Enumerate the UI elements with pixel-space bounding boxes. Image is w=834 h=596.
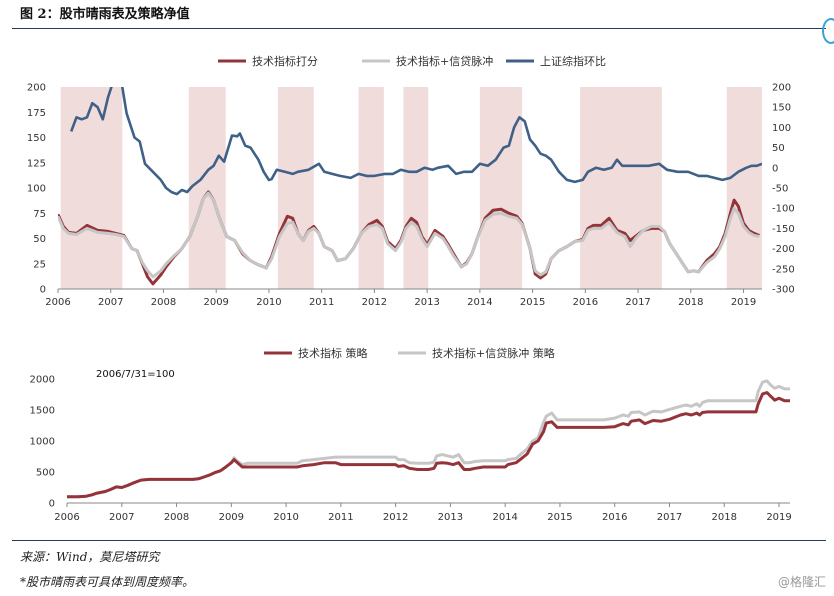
bottom-chart-axes: 0 500 1000 1500 2000 2006 2007 2008 2009 2010 2011… — [30, 369, 792, 523]
top-x-tick-2019: 2019 — [731, 297, 756, 308]
top-series-line-1 — [58, 191, 760, 279]
bottom-x-tick-2013: 2013 — [438, 512, 463, 523]
shaded-period-0 — [60, 87, 123, 289]
top-right-tick-100: 100 — [772, 123, 791, 134]
top-left-tick-125: 125 — [27, 158, 46, 169]
bottom-x-tick-2018: 2018 — [712, 512, 737, 523]
top-series-line-2 — [69, 87, 762, 196]
bottom-chart-legend: 技术指标 策略 技术指标+信贷脉冲 策略 — [264, 346, 555, 360]
top-x-tick-2017: 2017 — [625, 297, 650, 308]
shaded-period-1 — [188, 87, 226, 289]
bottom-y-tick-0: 0 — [49, 499, 55, 510]
top-left-tick-75: 75 — [33, 209, 46, 220]
shaded-period-6 — [580, 87, 662, 289]
top-left-tick-0: 0 — [40, 285, 46, 296]
bottom-series-line-0 — [67, 391, 790, 499]
top-legend-label-1: 技术指标+信贷脉冲 — [396, 54, 493, 68]
top-x-tick-2010: 2010 — [256, 297, 281, 308]
top-right-tick-50: 50 — [772, 143, 785, 154]
charts-canvas: 0 25 50 75 100 125 150 175 200 -300 -250 -200 -150 -1… — [27, 54, 795, 523]
top-left-tick-50: 50 — [33, 234, 46, 245]
top-right-tick--150: -150 — [772, 224, 795, 235]
top-right-tick--250: -250 — [772, 264, 795, 275]
bottom-x-tick-2014: 2014 — [492, 512, 517, 523]
top-x-tick-2015: 2015 — [520, 297, 545, 308]
top-left-tick-100: 100 — [27, 184, 46, 195]
shaded-period-4 — [403, 87, 429, 289]
base-date-annotation: 2006/7/31=100 — [96, 369, 175, 380]
figure-title: 图 2：股市晴雨表及策略净值 — [20, 7, 190, 22]
top-chart-series — [58, 87, 762, 286]
top-right-tick--200: -200 — [772, 244, 795, 255]
bottom-legend-label-0: 技术指标 策略 — [298, 346, 368, 360]
top-x-tick-2018: 2018 — [678, 297, 703, 308]
shaded-period-5 — [479, 87, 523, 289]
top-x-tick-2016: 2016 — [573, 297, 598, 308]
bottom-x-tick-2015: 2015 — [547, 512, 572, 523]
bottom-x-tick-2017: 2017 — [657, 512, 682, 523]
title-divider — [12, 28, 826, 29]
bottom-y-tick-2000: 2000 — [30, 375, 55, 386]
bottom-y-tick-1500: 1500 — [30, 406, 55, 417]
footnote: *股市晴雨表可具体到周度频率。 — [20, 575, 195, 589]
top-left-tick-150: 150 — [27, 133, 46, 144]
top-left-tick-200: 200 — [27, 83, 46, 94]
top-chart-axes: 0 25 50 75 100 125 150 175 200 -300 -250 -200 -150 -1… — [27, 83, 795, 309]
top-legend-label-2: 上证综指环比 — [540, 54, 606, 68]
shaded-period-7 — [726, 87, 762, 289]
bottom-x-tick-2019: 2019 — [766, 512, 791, 523]
top-x-tick-2014: 2014 — [467, 297, 492, 308]
bottom-x-tick-2009: 2009 — [219, 512, 244, 523]
top-right-tick-150: 150 — [772, 103, 791, 114]
top-right-tick--50: -50 — [772, 184, 788, 195]
bottom-x-tick-2007: 2007 — [109, 512, 134, 523]
edge-circle-icon — [822, 18, 834, 44]
top-right-tick-200: 200 — [772, 83, 791, 94]
top-left-tick-25: 25 — [33, 259, 46, 270]
top-chart-legend: 技术指标打分 技术指标+信贷脉冲 上证综指环比 — [218, 54, 606, 68]
bottom-x-tick-2010: 2010 — [273, 512, 298, 523]
top-shaded-periods — [60, 87, 762, 289]
top-x-tick-2007: 2007 — [98, 297, 123, 308]
footer-divider — [12, 540, 826, 541]
top-x-tick-2008: 2008 — [151, 297, 176, 308]
top-x-tick-2009: 2009 — [203, 297, 228, 308]
top-x-tick-2011: 2011 — [309, 297, 334, 308]
bottom-legend-label-1: 技术指标+信贷脉冲 策略 — [432, 346, 555, 360]
bottom-x-tick-2008: 2008 — [164, 512, 189, 523]
shaded-period-3 — [358, 87, 384, 289]
top-legend-label-0: 技术指标打分 — [252, 54, 318, 68]
top-left-tick-175: 175 — [27, 108, 46, 119]
top-right-tick--300: -300 — [772, 285, 795, 296]
top-x-tick-2013: 2013 — [414, 297, 439, 308]
top-right-tick--100: -100 — [772, 204, 795, 215]
bottom-x-tick-2011: 2011 — [328, 512, 353, 523]
bottom-y-tick-500: 500 — [36, 468, 55, 479]
bottom-x-tick-2016: 2016 — [602, 512, 627, 523]
source-note: 来源：Wind，莫尼塔研究 — [20, 550, 160, 564]
bottom-x-tick-2012: 2012 — [383, 512, 408, 523]
top-x-tick-2006: 2006 — [45, 297, 70, 308]
top-right-tick-0: 0 — [772, 163, 778, 174]
bottom-y-tick-1000: 1000 — [30, 437, 55, 448]
watermark: @格隆汇 — [777, 575, 826, 589]
shaded-period-2 — [277, 87, 314, 289]
top-x-tick-2012: 2012 — [362, 297, 387, 308]
bottom-chart-series — [67, 379, 790, 499]
bottom-x-tick-2006: 2006 — [54, 512, 79, 523]
